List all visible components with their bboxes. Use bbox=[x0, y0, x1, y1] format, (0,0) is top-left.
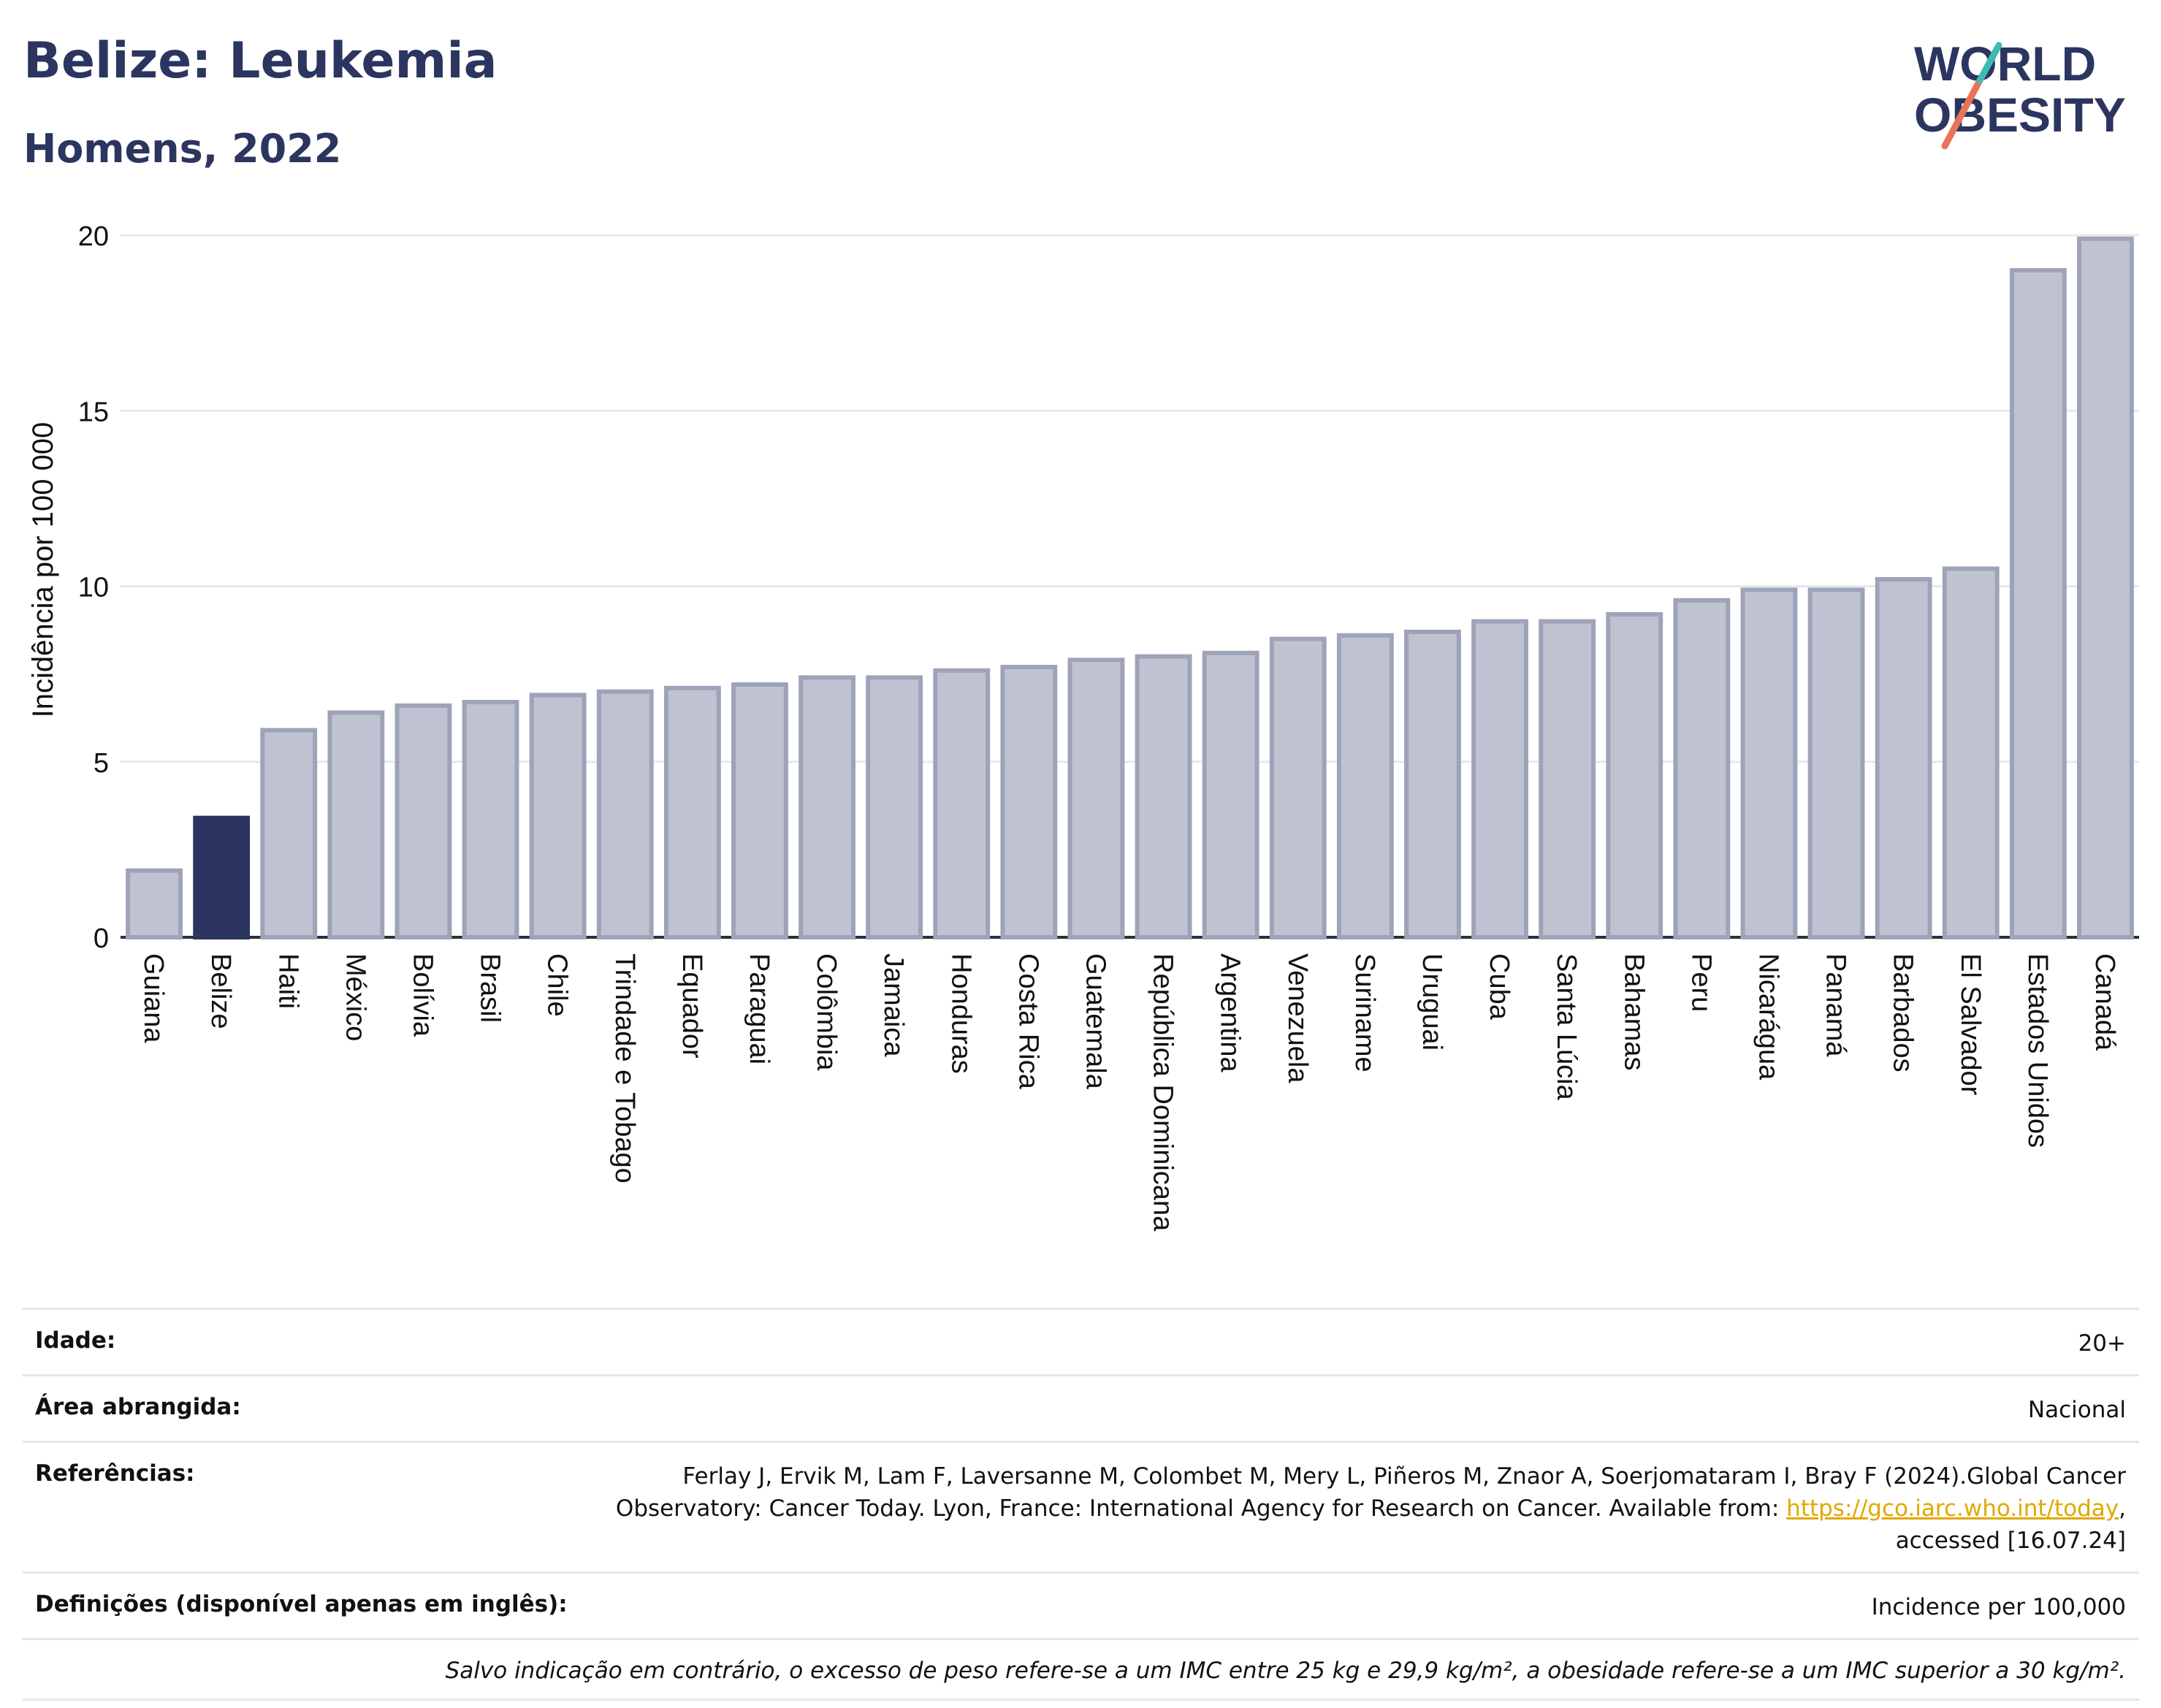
bar-bolívia[interactable] bbox=[395, 703, 452, 939]
bar-haiti[interactable] bbox=[260, 728, 318, 939]
references-line-2: Observatory: Cancer Today. Lyon, France:… bbox=[615, 1495, 1787, 1522]
x-tick-label: El Salvador bbox=[1955, 953, 1986, 1096]
y-axis-label: Incidência por 100 000 bbox=[27, 422, 59, 718]
meta-row-references: Referências: Ferlay J, Ervik M, Lam F, L… bbox=[22, 1441, 2139, 1571]
x-tick-label: Barbados bbox=[1888, 953, 1918, 1072]
bar-estados-unidos[interactable] bbox=[2009, 268, 2067, 939]
bar-bahamas[interactable] bbox=[1606, 611, 1663, 939]
x-tick-label: Suriname bbox=[1349, 953, 1380, 1072]
bar-trindade-e-tobago[interactable] bbox=[596, 689, 654, 940]
x-tick-label: Estados Unidos bbox=[2022, 953, 2053, 1148]
x-tick-label: Chile bbox=[542, 953, 573, 1017]
x-tick-labels: Guiana Belize Haiti México Bolívia Brasil Chil… bbox=[138, 953, 2120, 1232]
bar-uruguai[interactable] bbox=[1404, 629, 1461, 940]
x-tick-label: Equador bbox=[676, 953, 707, 1059]
x-tick-label: Trindade e Tobago bbox=[609, 953, 640, 1183]
bar-honduras[interactable] bbox=[933, 668, 991, 939]
x-tick-label: Guiana bbox=[138, 953, 169, 1043]
chart-subtitle: Homens, 2022 bbox=[23, 126, 342, 172]
world-obesity-logo: WORLD OBESITY bbox=[1914, 37, 2126, 150]
references-comma: , bbox=[2119, 1495, 2126, 1522]
x-tick-label: Venezuela bbox=[1282, 953, 1313, 1083]
grid-lines bbox=[121, 234, 2139, 939]
x-tick-label: Santa Lúcia bbox=[1551, 953, 1582, 1101]
y-tick-label: 20 bbox=[78, 221, 109, 252]
references-text: Ferlay J, Ervik M, Lam F, Laversanne M, … bbox=[616, 1460, 2126, 1557]
bar-guiana[interactable] bbox=[126, 868, 183, 939]
x-tick-label: Panamá bbox=[1821, 953, 1851, 1057]
bar-paraguai[interactable] bbox=[731, 682, 788, 939]
bar-cuba[interactable] bbox=[1471, 619, 1528, 939]
x-tick-label: Belize bbox=[205, 953, 236, 1029]
meta-row-definitions: Definições (disponível apenas em inglês)… bbox=[22, 1571, 2139, 1638]
bar-colômbia[interactable] bbox=[799, 675, 855, 939]
x-tick-label: Canadá bbox=[2089, 953, 2120, 1051]
bar-peru[interactable] bbox=[1673, 598, 1731, 939]
x-tick-label: Nicarágua bbox=[1753, 953, 1783, 1080]
area-label: Área abrangida: bbox=[35, 1394, 241, 1420]
bar-barbados[interactable] bbox=[1875, 576, 1932, 939]
age-label: Idade: bbox=[35, 1327, 116, 1354]
definitions-value: Incidence per 100,000 bbox=[1871, 1594, 2126, 1620]
meta-bottom-divider bbox=[22, 1699, 2139, 1701]
x-tick-label: Haiti bbox=[272, 953, 303, 1009]
bar-venezuela[interactable] bbox=[1269, 636, 1327, 939]
bar-equador[interactable] bbox=[663, 685, 721, 939]
bar-nicarágua[interactable] bbox=[1740, 587, 1798, 939]
meta-row-footnote: Salvo indicação em contrário, o excesso … bbox=[22, 1638, 2139, 1699]
definitions-label: Definições (disponível apenas em inglês)… bbox=[35, 1591, 568, 1617]
bar-suriname[interactable] bbox=[1336, 633, 1394, 940]
logo-slash-lower-icon bbox=[1941, 77, 1983, 150]
bar-república-dominicana[interactable] bbox=[1135, 654, 1192, 939]
references-label: Referências: bbox=[35, 1460, 195, 1487]
y-tick-label: 5 bbox=[94, 748, 109, 779]
bar-belize[interactable] bbox=[193, 815, 251, 939]
x-tick-label: México bbox=[340, 953, 370, 1041]
bar-canadá[interactable] bbox=[2077, 236, 2134, 939]
x-tick-label: Cuba bbox=[1484, 953, 1514, 1021]
x-tick-label: Costa Rica bbox=[1013, 953, 1043, 1090]
y-ticks: 0 5 10 15 20 bbox=[78, 221, 109, 954]
x-tick-label: Honduras bbox=[945, 953, 976, 1074]
x-tick-label: República Dominicana bbox=[1148, 953, 1178, 1232]
y-tick-label: 10 bbox=[78, 573, 109, 603]
meta-row-area: Área abrangida: Nacional bbox=[22, 1374, 2139, 1441]
logo-line1: WORLD bbox=[1914, 37, 2096, 91]
footnote: Salvo indicação em contrário, o excesso … bbox=[445, 1658, 2126, 1684]
bars bbox=[126, 236, 2134, 940]
x-tick-label: Argentina bbox=[1215, 953, 1246, 1073]
bar-el-salvador[interactable] bbox=[1942, 566, 2000, 939]
age-value: 20+ bbox=[2078, 1330, 2126, 1357]
x-tick-label: Uruguai bbox=[1417, 953, 1447, 1051]
references-link[interactable]: https://gco.iarc.who.int/today bbox=[1786, 1495, 2119, 1522]
x-tick-label: Paraguai bbox=[744, 953, 774, 1064]
y-tick-label: 15 bbox=[78, 397, 109, 427]
x-tick-label: Colômbia bbox=[811, 953, 842, 1071]
x-tick-label: Bolívia bbox=[407, 953, 438, 1037]
bar-brasil[interactable] bbox=[462, 700, 519, 939]
x-tick-label: Peru bbox=[1685, 953, 1716, 1012]
references-line-3: accessed [16.07.24] bbox=[1895, 1528, 2126, 1554]
area-value: Nacional bbox=[2027, 1397, 2126, 1423]
bar-panamá[interactable] bbox=[1807, 587, 1865, 939]
bar-argentina[interactable] bbox=[1202, 650, 1259, 939]
logo-slash-upper-icon bbox=[1976, 42, 2002, 84]
bar-méxico[interactable] bbox=[327, 710, 385, 939]
bar-guatemala[interactable] bbox=[1067, 657, 1125, 940]
x-tick-label: Jamaica bbox=[878, 953, 909, 1057]
bar-chile[interactable] bbox=[529, 693, 587, 940]
bar-santa-lúcia[interactable] bbox=[1539, 619, 1596, 939]
chart-title: Belize: Leukemia bbox=[23, 32, 498, 90]
bar-jamaica[interactable] bbox=[866, 675, 923, 939]
x-tick-label: Brasil bbox=[475, 953, 506, 1023]
x-tick-label: Guatemala bbox=[1080, 953, 1110, 1090]
references-line-1: Ferlay J, Ervik M, Lam F, Laversanne M, … bbox=[682, 1463, 2126, 1490]
metadata-table: Idade: 20+ Área abrangida: Nacional Refe… bbox=[22, 1308, 2139, 1701]
meta-row-age: Idade: 20+ bbox=[22, 1308, 2139, 1374]
x-tick-label: Bahamas bbox=[1618, 953, 1649, 1071]
y-tick-label: 0 bbox=[94, 923, 109, 954]
bar-chart: 0 5 10 15 20 Guiana Belize Haiti México Bolívia B… bbox=[27, 221, 2139, 1232]
bar-costa-rica[interactable] bbox=[1000, 665, 1058, 939]
